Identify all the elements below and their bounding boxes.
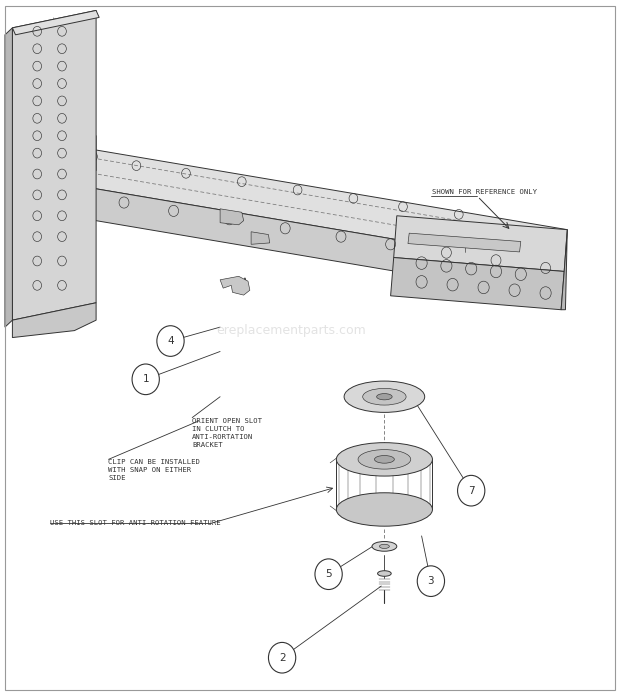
- Polygon shape: [391, 258, 564, 310]
- Ellipse shape: [374, 455, 394, 464]
- Circle shape: [157, 326, 184, 356]
- Ellipse shape: [379, 544, 389, 548]
- Text: 2: 2: [279, 653, 285, 663]
- Polygon shape: [561, 230, 567, 310]
- Circle shape: [315, 559, 342, 590]
- Circle shape: [132, 364, 159, 395]
- Ellipse shape: [372, 541, 397, 551]
- Circle shape: [268, 642, 296, 673]
- Polygon shape: [220, 276, 250, 295]
- Text: 1: 1: [143, 374, 149, 384]
- Polygon shape: [394, 216, 567, 271]
- Text: 3: 3: [428, 576, 434, 586]
- Polygon shape: [46, 181, 564, 299]
- Ellipse shape: [336, 493, 433, 526]
- Text: SHOWN FOR REFERENCE ONLY: SHOWN FOR REFERENCE ONLY: [432, 189, 537, 195]
- Text: USE THIS SLOT FOR ANTI-ROTATION FEATURE: USE THIS SLOT FOR ANTI-ROTATION FEATURE: [50, 521, 220, 526]
- Text: ORIENT OPEN SLOT
IN CLUTCH TO
ANTI-RORTATION
BRACKET: ORIENT OPEN SLOT IN CLUTCH TO ANTI-RORTA…: [192, 418, 262, 448]
- Circle shape: [458, 475, 485, 506]
- Text: 5: 5: [326, 569, 332, 579]
- Polygon shape: [12, 303, 96, 338]
- Ellipse shape: [336, 443, 433, 476]
- Circle shape: [417, 566, 445, 596]
- Ellipse shape: [358, 450, 410, 469]
- Polygon shape: [220, 209, 244, 225]
- Ellipse shape: [363, 388, 406, 405]
- Text: 4: 4: [167, 336, 174, 346]
- Polygon shape: [12, 10, 99, 35]
- Text: ereplacementparts.com: ereplacementparts.com: [216, 324, 366, 337]
- Ellipse shape: [376, 394, 392, 400]
- Ellipse shape: [344, 381, 425, 412]
- Polygon shape: [5, 28, 12, 327]
- Polygon shape: [12, 10, 96, 320]
- Text: CLIP CAN BE INSTALLED
WITH SNAP ON EITHER
SIDE: CLIP CAN BE INSTALLED WITH SNAP ON EITHE…: [108, 459, 200, 482]
- Text: 7: 7: [468, 486, 474, 496]
- Polygon shape: [251, 232, 270, 244]
- Polygon shape: [408, 233, 521, 252]
- Ellipse shape: [378, 571, 391, 576]
- Polygon shape: [50, 143, 567, 268]
- Polygon shape: [50, 136, 96, 177]
